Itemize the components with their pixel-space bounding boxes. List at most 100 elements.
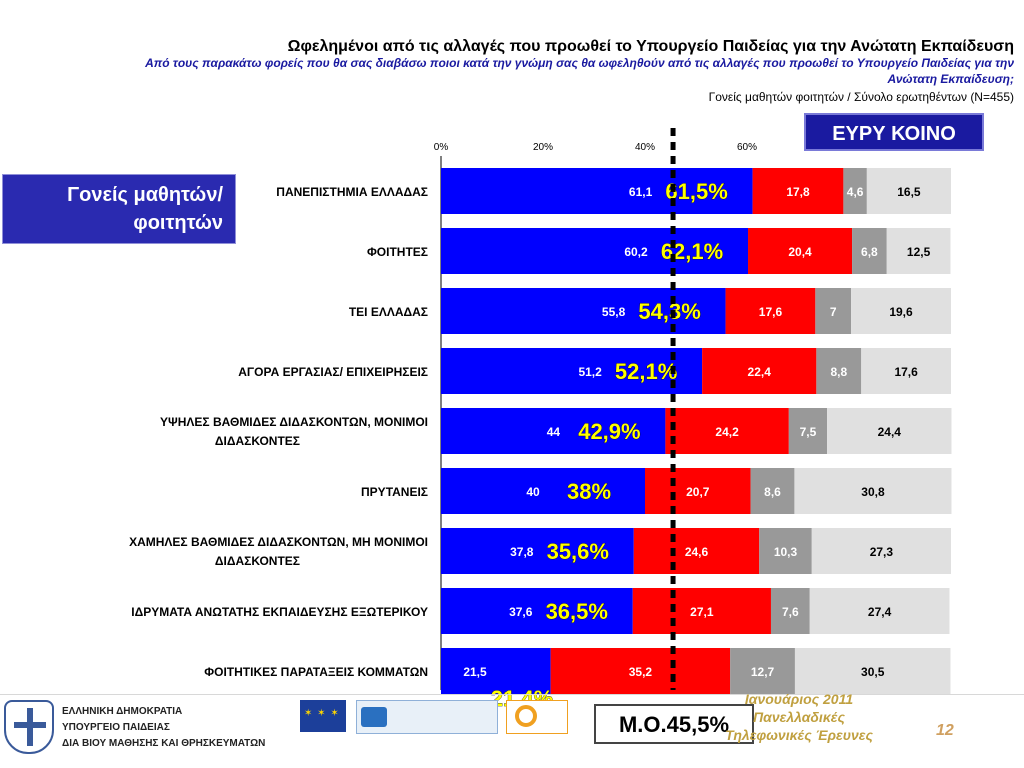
data-label: 27,4 — [868, 605, 892, 619]
gov-line-2: ΥΠΟΥΡΓΕΙΟ ΠΑΙΔΕΙΑΣ — [62, 722, 170, 733]
data-label: 7 — [830, 305, 837, 319]
data-label: 24,6 — [685, 545, 709, 559]
category-label: ΠΑΝΕΠΙΣΤΗΜΙΑ ΕΛΛΑΔΑΣ — [276, 185, 428, 199]
category-label: ΥΨΗΛΕΣ ΒΑΘΜΙΔΕΣ ΔΙΔΑΣΚΟΝΤΩΝ, ΜΟΝΙΜΟΙ — [160, 415, 428, 429]
bar-segment — [665, 408, 789, 454]
data-label: 27,1 — [690, 605, 714, 619]
data-label: 44 — [547, 425, 561, 439]
bar-segment — [752, 168, 844, 214]
bar-segment — [794, 468, 952, 514]
data-label: 37,8 — [510, 545, 534, 559]
mean-label: Μ.Ο.45,5% — [594, 704, 754, 744]
data-label: 21,5 — [463, 665, 487, 679]
data-label: 16,5 — [897, 185, 921, 199]
footer-divider — [0, 694, 1024, 695]
bar-segment — [632, 588, 771, 634]
data-label: 6,8 — [861, 245, 878, 259]
category-label: ΙΔΡΥΜΑΤΑ ΑΝΩΤΑΤΗΣ ΕΚΠΑΙΔΕΥΣΗΣ ΕΞΩΤΕΡΙΚΟΥ — [131, 605, 428, 619]
bar-segment — [441, 408, 666, 454]
bar-segment — [750, 468, 795, 514]
bar-segment — [441, 348, 703, 394]
general-public-label: 42,9% — [578, 419, 640, 444]
bar-segment — [809, 588, 950, 634]
category-label: ΧΑΜΗΛΕΣ ΒΑΘΜΙΔΕΣ ΔΙΔΑΣΚΟΝΤΩΝ, ΜΗ ΜΟΝΙΜΟΙ — [129, 535, 428, 549]
gov-line-3: ΔΙΑ ΒΙΟΥ ΜΑΘΗΣΗΣ ΚΑΙ ΘΡΗΣΚΕΥΜΑΤΩΝ — [62, 738, 266, 749]
bar-segment — [645, 468, 751, 514]
category-label: ΦΟΙΤΗΤΕΣ — [367, 245, 428, 259]
data-label: 4,6 — [847, 185, 864, 199]
eu-flag-icon — [300, 700, 346, 732]
category-label: ΦΟΙΤΗΤΙΚΕΣ ΠΑΡΑΤΑΞΕΙΣ ΚΟΜΜΑΤΩΝ — [204, 665, 428, 679]
bar-segment — [886, 228, 951, 274]
data-label: 35,2 — [629, 665, 653, 679]
category-label-line2: ΔΙΔΑΣΚΟΝΤΕΣ — [215, 434, 300, 448]
general-public-label: 35,6% — [547, 539, 609, 564]
data-label: 30,5 — [861, 665, 885, 679]
data-label: 12,5 — [907, 245, 931, 259]
greek-crest-icon — [4, 700, 54, 754]
data-label: 51,2 — [578, 365, 602, 379]
bar-segment — [702, 348, 817, 394]
data-label: 17,8 — [786, 185, 810, 199]
bar-segment — [770, 588, 810, 634]
data-label: 40 — [526, 485, 540, 499]
bar-segment — [843, 168, 867, 214]
category-label: ΠΡΥΤΑΝΕΙΣ — [361, 485, 428, 499]
bar-segment — [851, 288, 951, 334]
general-public-label: 36,5% — [546, 599, 608, 624]
data-label: 30,8 — [861, 485, 885, 499]
bar-segment — [794, 648, 951, 694]
bar-segment — [441, 288, 726, 334]
survey-date-line2: Πανελλαδικές — [753, 709, 845, 725]
data-label: 61,1 — [629, 185, 653, 199]
bar-segment — [441, 648, 551, 694]
bar-segment — [866, 168, 951, 214]
general-public-label: 38% — [567, 479, 611, 504]
data-label: 20,7 — [686, 485, 710, 499]
bar-segment — [633, 528, 760, 574]
data-label: 17,6 — [894, 365, 918, 379]
data-label: 19,6 — [889, 305, 913, 319]
data-label: 24,4 — [878, 425, 902, 439]
bar-segment — [748, 228, 853, 274]
category-label: ΤΕΙ ΕΛΛΑΔΑΣ — [349, 305, 428, 319]
survey-date-line1: Ιανουάριος 2011 — [744, 691, 854, 707]
data-label: 12,7 — [751, 665, 775, 679]
bar-segment — [811, 528, 951, 574]
data-label: 8,8 — [830, 365, 847, 379]
bar-segment — [441, 468, 645, 514]
bar-segment — [788, 408, 828, 454]
sample-base: Γονείς μαθητών φοιτητών / Σύνολο ερωτηθέ… — [708, 90, 1014, 104]
data-label: 20,4 — [788, 245, 812, 259]
data-label: 27,3 — [870, 545, 894, 559]
bar-segment — [816, 348, 862, 394]
bar-segment — [441, 168, 753, 214]
data-label: 60,2 — [624, 245, 648, 259]
category-label-line2: ΔΙΔΑΣΚΟΝΤΕΣ — [215, 554, 300, 568]
general-public-label: 62,1% — [661, 239, 723, 264]
bar-segment — [441, 528, 634, 574]
audience-badge: ΕΥΡΥ ΚΟΙΝΟ — [804, 113, 984, 151]
bar-segment — [725, 288, 816, 334]
chart-title: Ωφελημένοι από τις αλλαγές που προωθεί τ… — [287, 38, 1014, 55]
general-public-label: 52,1% — [615, 359, 677, 384]
data-label: 37,6 — [509, 605, 533, 619]
general-public-label: 61,5% — [665, 179, 727, 204]
data-label: 22,4 — [748, 365, 772, 379]
bar-segment — [441, 588, 633, 634]
espa-logo-icon — [506, 700, 568, 734]
bar-segment — [759, 528, 812, 574]
bar-segment — [861, 348, 951, 394]
page-number: 12 — [936, 722, 954, 739]
x-tick-label: 60% — [737, 142, 757, 153]
data-label: 7,6 — [782, 605, 799, 619]
bar-segment — [815, 288, 852, 334]
bar-segment — [550, 648, 731, 694]
bar-segment — [827, 408, 952, 454]
funding-logos — [296, 698, 586, 764]
data-label: 7,5 — [800, 425, 817, 439]
bar-segment — [441, 228, 749, 274]
data-label: 8,6 — [764, 485, 781, 499]
x-tick-label: 40% — [635, 142, 655, 153]
